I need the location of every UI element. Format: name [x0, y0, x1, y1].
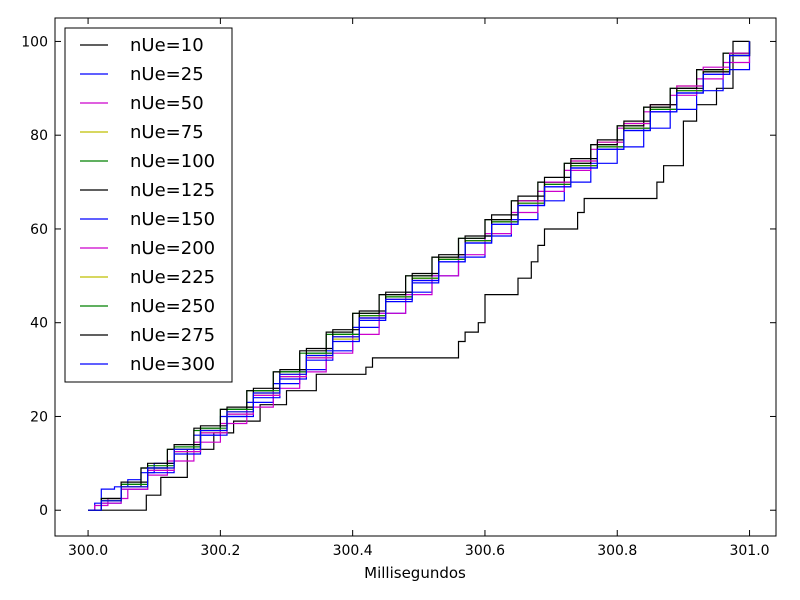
legend-label: nUe=250 — [130, 296, 215, 317]
series-line-nue-300 — [88, 41, 751, 511]
plot-frame — [54, 17, 777, 537]
legend-label: nUe=50 — [130, 93, 204, 114]
y-tick-label: 80 — [30, 128, 48, 144]
legend-label: nUe=125 — [130, 180, 215, 201]
y-tick-label: 60 — [30, 222, 48, 238]
legend-label: nUe=225 — [130, 267, 215, 288]
legend-label: nUe=75 — [130, 122, 204, 143]
legend-label: nUe=300 — [130, 354, 215, 375]
legend-label: nUe=100 — [130, 151, 215, 172]
x-tick-label: 300.4 — [333, 543, 373, 559]
legend-box — [64, 27, 233, 383]
legend-label: nUe=25 — [130, 64, 204, 85]
legend-label: nUe=150 — [130, 209, 215, 230]
series-layer — [88, 40, 751, 511]
y-tick-label: 20 — [30, 409, 48, 425]
legend-label: nUe=275 — [130, 325, 215, 346]
x-tick-label: 300.2 — [200, 543, 240, 559]
ticks-layer: 300.0 300.2 300.4 300.6 300.8 301.0 0 20 40 60 80 1… — [21, 18, 776, 559]
y-tick-label: 40 — [30, 316, 48, 332]
legend-label: nUe=10 — [130, 35, 204, 56]
x-axis-label: Millisegundos — [364, 564, 466, 582]
x-tick-label: 300.6 — [465, 543, 505, 559]
y-tick-label: 100 — [21, 34, 48, 50]
x-tick-label: 301.0 — [729, 543, 769, 559]
y-tick-label: 0 — [39, 503, 48, 519]
legend: nUe=10 nUe=25 nUe=50 nUe=75 nUe=100 nUe=125 nU… — [64, 27, 233, 383]
x-tick-label: 300.0 — [68, 543, 108, 559]
x-tick-label: 300.8 — [597, 543, 637, 559]
legend-label: nUe=200 — [130, 238, 215, 259]
